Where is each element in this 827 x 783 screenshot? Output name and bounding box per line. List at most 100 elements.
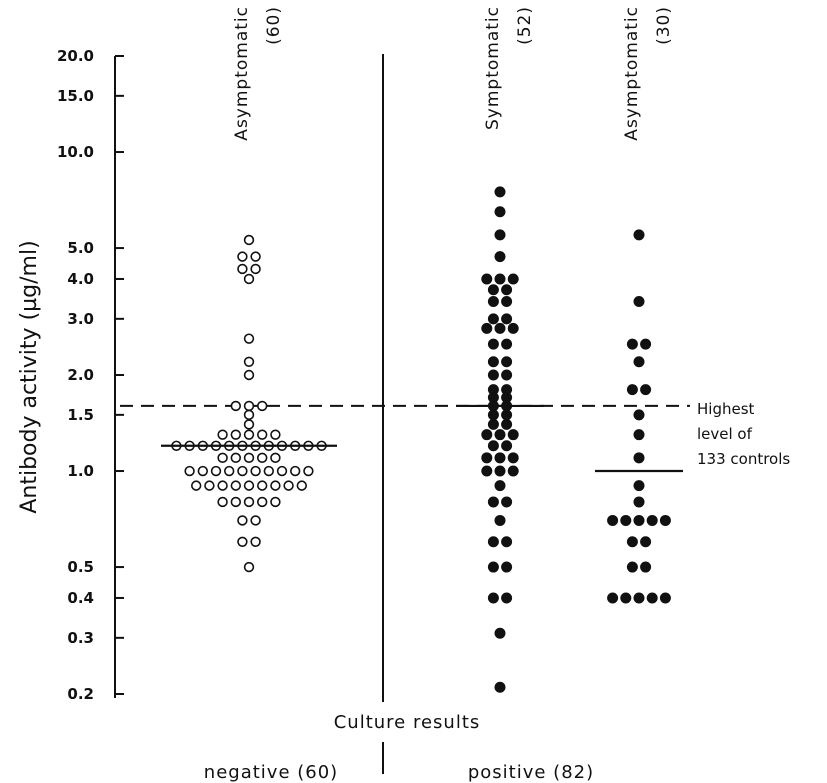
data-point: [487, 356, 499, 368]
data-point: [217, 429, 228, 440]
data-point: [487, 496, 499, 508]
data-point: [633, 409, 645, 421]
data-point: [501, 356, 513, 368]
data-point: [494, 681, 506, 693]
data-point: [646, 592, 658, 604]
data-point: [243, 273, 255, 285]
y-tick-label: 20.0: [57, 47, 94, 65]
data-point: [487, 592, 499, 604]
data-point: [270, 429, 281, 440]
culture-negative-label: negative (60): [204, 762, 338, 783]
data-point: [243, 409, 255, 421]
data-point: [494, 322, 506, 334]
data-point: [303, 465, 314, 477]
data-point: [487, 561, 499, 573]
data-point: [257, 429, 268, 440]
y-tick-label: 15.0: [57, 87, 94, 105]
data-point: [191, 480, 202, 491]
data-point: [184, 465, 195, 477]
data-point: [237, 536, 248, 547]
data-point: [257, 400, 268, 412]
data-point: [507, 273, 519, 285]
data-point: [210, 465, 222, 477]
data-point: [507, 452, 519, 464]
data-point: [501, 496, 513, 508]
data-point: [217, 496, 228, 508]
data-point: [620, 592, 632, 604]
data-point: [501, 418, 513, 430]
group-labels: Asymptomatic (60) Symptomatic (52) Asymptoma…: [232, 6, 674, 141]
data-point: [501, 284, 513, 296]
data-point: [633, 496, 645, 508]
data-point: [620, 514, 632, 526]
data-point: [481, 452, 493, 464]
data-point: [243, 452, 255, 464]
threshold-label-line-3: 133 controls: [697, 450, 790, 468]
data-point: [633, 592, 645, 604]
data-point: [257, 480, 268, 491]
group-name-label: Asymptomatic: [622, 6, 642, 141]
threshold-label-line-1: Highest: [697, 400, 755, 418]
data-point: [633, 452, 645, 464]
data-point: [257, 496, 268, 508]
data-point: [270, 452, 281, 464]
data-point: [494, 206, 506, 218]
data-point: [237, 515, 248, 526]
data-point: [501, 369, 513, 381]
data-point: [633, 514, 645, 526]
data-point: [250, 251, 261, 262]
data-point: [626, 536, 638, 548]
data-point: [494, 514, 506, 526]
data-point: [243, 429, 255, 440]
y-tick-label: 3.0: [67, 310, 94, 328]
median-lines: [161, 404, 683, 473]
group-count-label: (60): [264, 6, 284, 45]
data-point: [501, 384, 513, 396]
data-point: [494, 480, 506, 492]
data-point: [250, 465, 261, 477]
y-tick-label: 4.0: [67, 270, 94, 288]
data-point: [243, 496, 255, 508]
data-point: [243, 480, 255, 491]
data-point: [243, 561, 255, 573]
data-point: [501, 295, 513, 307]
data-point: [481, 429, 493, 441]
data-point: [494, 251, 506, 263]
group-count-label: (52): [515, 6, 535, 45]
data-point: [633, 480, 645, 492]
data-point: [257, 452, 268, 464]
data-point: [224, 465, 235, 477]
group-name-label: Asymptomatic: [232, 6, 252, 141]
data-point: [276, 465, 288, 477]
data-point: [197, 465, 209, 477]
data-point: [494, 452, 506, 464]
data-point: [626, 561, 638, 573]
y-tick-label: 0.3: [67, 629, 94, 647]
data-point: [507, 322, 519, 334]
data-point: [270, 480, 281, 491]
data-point: [481, 465, 493, 477]
data-point: [607, 592, 619, 604]
data-point: [204, 480, 215, 491]
data-point: [640, 338, 652, 350]
data-point: [487, 284, 499, 296]
data-point: [633, 429, 645, 441]
data-point: [243, 419, 255, 430]
data-point: [494, 186, 506, 198]
y-tick-label: 2.0: [67, 366, 94, 384]
data-point: [243, 400, 255, 412]
data-point: [217, 480, 228, 491]
y-axis-ticks: 0.2 0.3 0.4 0.5 1.0 1.5 2.0 3.0 4.0 5.0 10.0 15.0 20…: [57, 47, 124, 703]
data-point: [487, 536, 499, 548]
data-point: [230, 480, 242, 491]
data-point: [250, 536, 261, 547]
data-point: [494, 465, 506, 477]
data-point: [237, 263, 248, 275]
data-point: [481, 273, 493, 285]
data-point: [494, 627, 506, 639]
data-point: [217, 452, 228, 464]
data-point: [501, 592, 513, 604]
data-point: [237, 251, 248, 262]
group-count-label: (30): [654, 6, 674, 45]
